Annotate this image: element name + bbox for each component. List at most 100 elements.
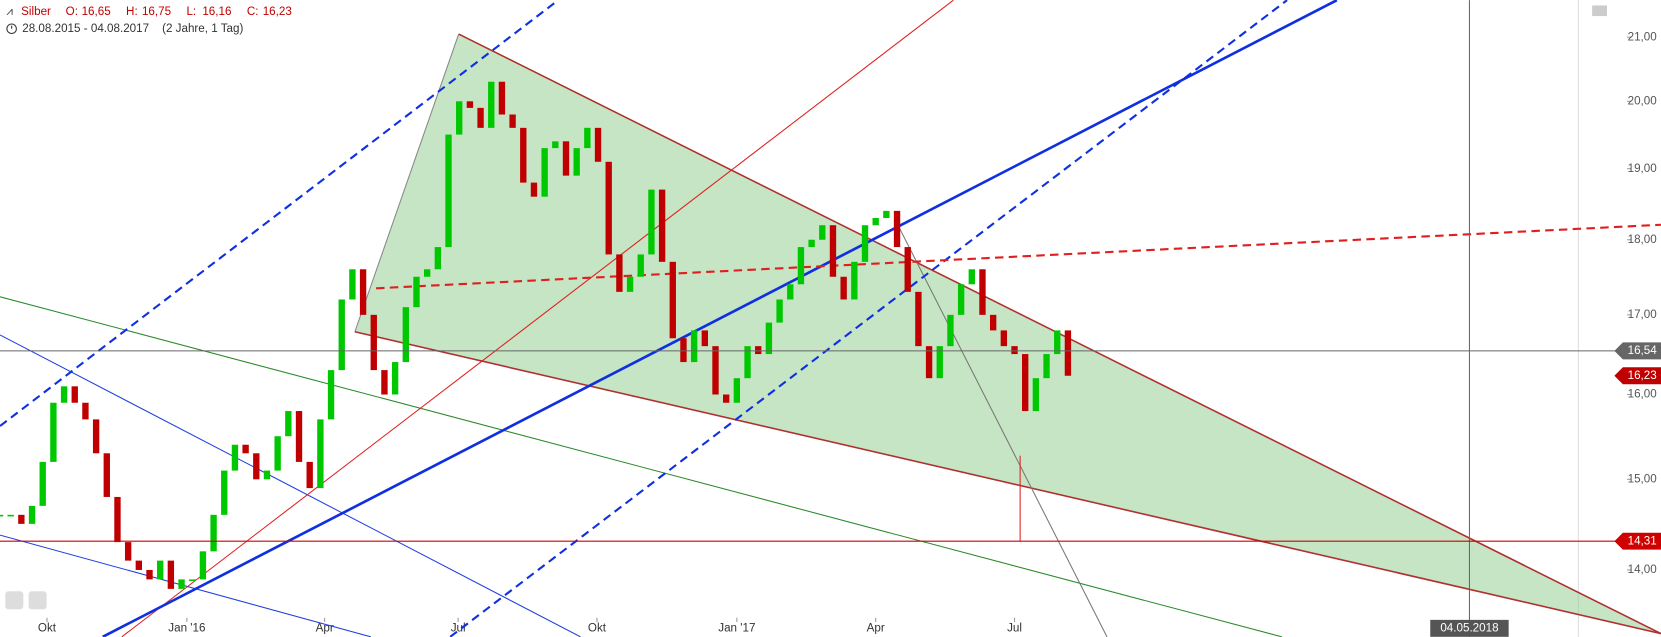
candle (989, 314, 997, 331)
candle (39, 461, 46, 506)
candle (712, 346, 719, 395)
y-tick-label: 21,00 (1628, 30, 1658, 43)
trend-line (0, 334, 581, 637)
level-label: 16,23 (1628, 369, 1657, 382)
candle (28, 505, 36, 524)
trend-line (449, 0, 1288, 637)
candle (434, 247, 442, 270)
candle (648, 189, 655, 255)
trend-line (121, 0, 954, 637)
candle (1064, 330, 1072, 376)
candle (263, 470, 271, 480)
y-tick-label: 17,00 (1628, 308, 1658, 321)
candle (370, 314, 377, 371)
candle (787, 284, 794, 300)
candle (861, 225, 869, 262)
candle (359, 269, 367, 315)
x-tick-label: Apr (316, 621, 334, 634)
candle (189, 579, 196, 581)
trend-line (0, 534, 371, 637)
chart-icon: ⩘ (6, 5, 13, 18)
quote-value: 16,65 (82, 5, 111, 18)
level-tag (1614, 367, 1661, 385)
grid: 14,00 15,00 16,00 17,00 18,00 19,00 20,00 21,00… (38, 0, 1657, 637)
quote-value: 16,75 (142, 5, 171, 18)
clock-icon (6, 23, 17, 35)
scroll-button[interactable] (1592, 5, 1607, 17)
candle (872, 218, 879, 226)
candle (295, 411, 303, 462)
candle (797, 247, 805, 285)
candle (349, 269, 356, 300)
candle (733, 378, 741, 403)
candle (231, 444, 239, 471)
trend-line (376, 223, 1661, 290)
candle (979, 269, 986, 315)
candle (1000, 330, 1008, 347)
candle (381, 370, 388, 395)
x-tick-label: Jan '17 (718, 621, 755, 634)
quote-value: 16,23 (263, 5, 292, 18)
y-tick-label: 18,00 (1628, 233, 1658, 246)
candle (968, 269, 975, 285)
candle (242, 444, 249, 454)
candle (221, 470, 228, 515)
trend-line (0, 0, 559, 427)
candle (658, 189, 666, 262)
candle (498, 81, 506, 115)
candle (530, 182, 538, 197)
candle (327, 370, 335, 420)
candle (509, 114, 516, 128)
crosshair-y-tag (1614, 342, 1661, 360)
candle (744, 346, 751, 379)
candle (124, 542, 132, 561)
candle (167, 560, 175, 589)
candle (1032, 378, 1040, 412)
candle (541, 148, 548, 197)
triangle-pattern (354, 34, 1661, 634)
trend-line (102, 0, 1338, 637)
candle (60, 386, 68, 403)
y-tick-label: 14,00 (1628, 563, 1658, 576)
x-tick-label: Okt (588, 621, 607, 634)
y-tick-label: 15,00 (1628, 472, 1658, 485)
candle (82, 402, 89, 420)
candle (114, 496, 121, 543)
quote: O: 16,65 H: 16,75 L: 16,16 C: 16,23 (66, 5, 292, 18)
candle (466, 101, 474, 108)
crosshair-x-label: 04.05.2018 (1440, 621, 1498, 634)
x-tick-label: Jan '16 (168, 621, 205, 634)
candle (893, 210, 901, 248)
quote-label: O: (66, 5, 78, 18)
trend-line (897, 225, 1108, 637)
candle (391, 362, 399, 395)
candle (1011, 346, 1018, 355)
candle (285, 411, 292, 437)
candle (445, 134, 452, 248)
candle (1022, 354, 1029, 412)
tool-button[interactable] (5, 591, 24, 610)
tool-button[interactable] (28, 591, 47, 610)
chart-title: Silber (21, 5, 51, 18)
candle (135, 560, 143, 570)
candle (626, 276, 634, 292)
x-tick-label: Jul (451, 621, 466, 634)
candle (594, 127, 602, 162)
candle (701, 330, 708, 347)
candle (755, 346, 762, 355)
y-tick-label: 16,00 (1628, 388, 1658, 401)
candle (18, 514, 25, 524)
candle (488, 81, 495, 128)
candle (210, 514, 217, 552)
candle (50, 402, 57, 462)
candle (253, 453, 260, 480)
candle (317, 419, 324, 489)
candle (616, 254, 623, 292)
candle (413, 276, 420, 308)
candle (92, 419, 100, 454)
candle (423, 269, 431, 277)
candle (637, 254, 644, 277)
candle (562, 141, 570, 176)
